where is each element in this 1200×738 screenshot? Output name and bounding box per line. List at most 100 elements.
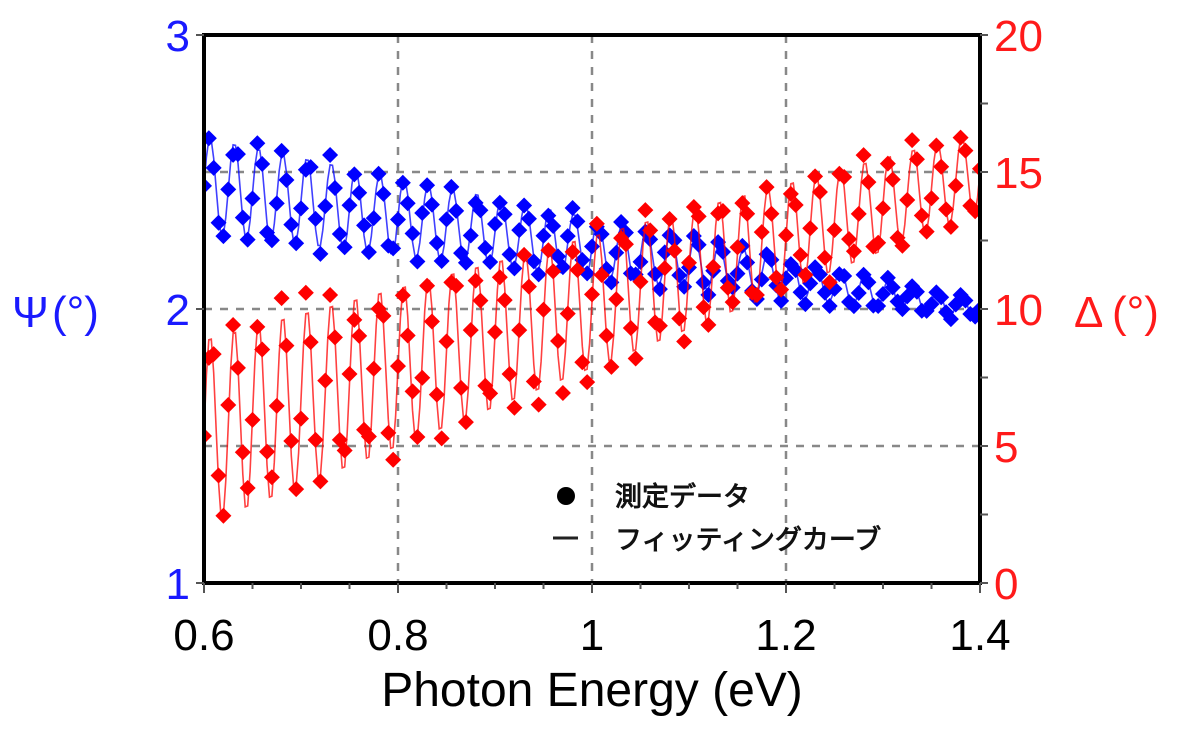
data-point <box>457 414 474 431</box>
data-point <box>870 234 887 251</box>
data-point <box>511 222 528 239</box>
data-point <box>700 316 717 333</box>
data-point <box>390 358 406 375</box>
data-point <box>273 290 290 307</box>
data-point <box>554 384 571 401</box>
data-point <box>816 249 833 266</box>
legend-dot-marker <box>557 487 575 505</box>
data-point <box>215 228 232 245</box>
data-point <box>719 279 736 296</box>
data-point <box>210 214 227 231</box>
data-point <box>671 310 688 327</box>
data-point <box>569 261 586 278</box>
data-point <box>268 195 285 212</box>
data-point <box>205 159 222 176</box>
data-point <box>753 271 770 288</box>
data-point <box>341 365 358 382</box>
data-point <box>860 174 877 191</box>
data-point <box>365 210 382 227</box>
data-point <box>336 442 353 459</box>
data-point <box>870 297 887 314</box>
data-point <box>283 216 300 233</box>
data-point <box>850 285 867 302</box>
legend-label-fit: フィッティングカーブ <box>615 524 881 556</box>
data-point <box>229 146 246 163</box>
data-point <box>559 305 576 322</box>
data-point <box>220 397 237 414</box>
data-point <box>351 184 368 201</box>
x-axis-label: Photon Energy (eV) <box>381 664 803 717</box>
data-point <box>448 277 465 294</box>
data-point <box>739 254 756 271</box>
data-point <box>957 292 974 309</box>
data-point <box>365 360 382 377</box>
data-point <box>293 410 309 427</box>
data-point <box>690 236 707 253</box>
data-point <box>205 346 222 363</box>
data-point <box>399 327 416 344</box>
x-tick-label: 1 <box>580 611 604 660</box>
data-point <box>516 197 533 214</box>
y-right-tick-label: 15 <box>994 149 1043 198</box>
data-point <box>821 297 838 314</box>
y-left-tick-label: 1 <box>166 560 190 609</box>
data-point <box>404 383 421 400</box>
data-point <box>739 205 756 222</box>
data-point <box>841 231 858 248</box>
data-point <box>908 283 925 300</box>
data-point <box>559 228 576 245</box>
data-point <box>375 307 392 324</box>
data-point <box>894 237 911 254</box>
data-point <box>671 267 688 284</box>
data-point <box>467 272 484 289</box>
data-point <box>530 396 547 413</box>
data-point <box>433 253 450 270</box>
data-point <box>884 279 901 296</box>
data-point <box>894 301 911 318</box>
data-point <box>753 224 770 241</box>
data-point <box>908 151 925 168</box>
tick-labels: 0.6 0.8 1 1.2 1.4 1 2 3 0 5 10 15 20 <box>166 12 1043 660</box>
data-point <box>773 281 790 298</box>
data-point <box>472 202 489 219</box>
data-point <box>729 265 746 282</box>
data-point <box>457 254 474 271</box>
data-point <box>472 292 489 309</box>
x-tick-label: 0.6 <box>173 611 234 660</box>
data-point <box>511 322 528 339</box>
data-point <box>239 480 256 497</box>
data-point <box>627 350 644 367</box>
data-point <box>797 296 814 313</box>
data-point <box>496 206 513 223</box>
data-point <box>540 242 557 259</box>
data-point <box>496 292 513 309</box>
data-point <box>477 240 494 257</box>
data-point <box>225 316 242 333</box>
data-point <box>676 333 693 350</box>
legend-label-measured: 測定データ <box>615 481 750 513</box>
data-point <box>312 245 329 262</box>
data-point <box>525 373 542 390</box>
data-point <box>302 159 319 176</box>
data-point <box>598 327 615 344</box>
data-point <box>254 341 271 358</box>
data-point <box>569 213 586 230</box>
data-point <box>695 299 712 316</box>
y-left-tick-label: 2 <box>166 286 190 335</box>
data-point <box>297 284 314 301</box>
y-right-label-symbol: Δ <box>1074 288 1103 337</box>
data-point <box>273 142 290 159</box>
data-point <box>506 260 523 277</box>
data-point <box>787 196 804 213</box>
data-point <box>952 129 969 146</box>
data-point <box>423 313 440 330</box>
data-point <box>748 286 765 303</box>
data-point <box>947 177 964 194</box>
data-point <box>700 286 717 303</box>
data-point <box>322 146 339 163</box>
data-point <box>375 185 392 202</box>
data-point <box>714 243 731 260</box>
data-point <box>423 196 440 213</box>
data-point <box>923 190 940 207</box>
data-point <box>913 207 930 224</box>
